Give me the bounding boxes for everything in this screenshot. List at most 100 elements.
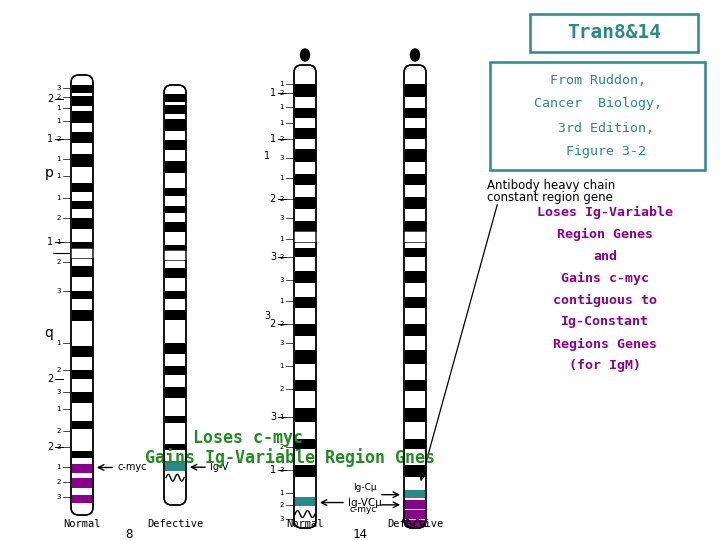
Text: 2: 2 <box>57 215 61 221</box>
Bar <box>405 500 426 509</box>
Bar <box>294 248 315 257</box>
Bar <box>71 495 92 503</box>
Text: 2: 2 <box>279 90 284 96</box>
Bar <box>164 206 186 213</box>
Text: 2: 2 <box>57 428 61 434</box>
Text: contiguous to: contiguous to <box>553 293 657 307</box>
Text: Loses Ig-Variable: Loses Ig-Variable <box>537 205 673 219</box>
Text: 1: 1 <box>56 195 61 201</box>
Text: Gains Ig-Variable Region Gnes: Gains Ig-Variable Region Gnes <box>145 449 435 468</box>
Bar <box>294 149 315 162</box>
Text: 3: 3 <box>279 516 284 522</box>
Bar <box>405 439 426 449</box>
Bar <box>71 132 92 143</box>
Text: 1: 1 <box>47 237 53 247</box>
Text: Ig-VCµ: Ig-VCµ <box>348 497 382 508</box>
Text: 2: 2 <box>47 94 53 104</box>
FancyBboxPatch shape <box>294 65 316 528</box>
Text: and: and <box>593 249 617 262</box>
Bar <box>405 271 426 282</box>
Text: Normal: Normal <box>63 519 101 529</box>
Bar <box>405 149 426 162</box>
Text: 8: 8 <box>125 528 132 540</box>
FancyBboxPatch shape <box>164 85 186 505</box>
Text: 3: 3 <box>56 444 61 450</box>
Bar <box>405 465 426 477</box>
Bar <box>163 250 186 260</box>
Text: Defective: Defective <box>147 519 203 529</box>
Bar <box>164 343 186 354</box>
Text: 2: 2 <box>270 194 276 204</box>
Text: 1: 1 <box>264 151 270 161</box>
Bar <box>405 380 426 392</box>
Text: 3: 3 <box>56 389 61 395</box>
Text: q: q <box>45 326 53 340</box>
Text: Figure 3-2: Figure 3-2 <box>549 145 646 159</box>
Bar <box>405 197 426 208</box>
FancyBboxPatch shape <box>71 75 93 515</box>
Bar <box>405 84 426 97</box>
Text: 2: 2 <box>279 502 284 508</box>
Bar <box>71 310 92 321</box>
Text: 3rd Edition,: 3rd Edition, <box>541 122 654 134</box>
Text: Ig-Constant: Ig-Constant <box>561 315 649 328</box>
Bar <box>71 291 92 299</box>
Text: 2: 2 <box>57 479 61 485</box>
Text: 2: 2 <box>270 319 276 329</box>
Bar <box>294 496 315 506</box>
Text: Antibody heavy chain: Antibody heavy chain <box>487 179 616 192</box>
Text: 2: 2 <box>57 136 61 142</box>
Bar <box>405 127 426 139</box>
Bar <box>71 370 92 379</box>
Bar <box>294 271 315 282</box>
Bar <box>405 221 426 234</box>
Text: 1: 1 <box>279 80 284 86</box>
Text: 2: 2 <box>279 136 284 142</box>
Bar <box>164 245 186 257</box>
Bar <box>71 392 92 403</box>
Bar <box>294 108 315 118</box>
Text: Loses c-myc: Loses c-myc <box>193 429 303 447</box>
Bar <box>294 465 315 477</box>
Text: 1: 1 <box>279 104 284 110</box>
Text: Ig-V: Ig-V <box>210 462 228 472</box>
Text: c-myc: c-myc <box>117 462 146 472</box>
Text: 1: 1 <box>279 490 284 496</box>
Text: 2: 2 <box>279 444 284 450</box>
Text: (for IgM): (for IgM) <box>569 360 641 373</box>
Text: 3: 3 <box>270 412 276 422</box>
Bar <box>294 380 315 392</box>
Text: 1: 1 <box>56 173 61 179</box>
Bar <box>294 325 315 336</box>
Text: 1: 1 <box>56 340 61 346</box>
Text: 3: 3 <box>279 278 284 284</box>
FancyBboxPatch shape <box>490 62 705 170</box>
Bar <box>71 266 92 278</box>
Bar <box>164 444 186 450</box>
Text: 1: 1 <box>279 414 284 420</box>
Text: Defective: Defective <box>387 519 443 529</box>
Bar <box>403 231 426 242</box>
Text: 14: 14 <box>353 528 367 540</box>
Bar <box>405 174 426 185</box>
Bar <box>405 490 426 498</box>
Bar <box>405 248 426 257</box>
Text: 2: 2 <box>57 367 61 373</box>
Text: From Ruddon,: From Ruddon, <box>549 73 646 86</box>
Text: 1: 1 <box>56 239 61 245</box>
Bar <box>405 350 426 363</box>
Bar <box>294 127 315 139</box>
Bar <box>164 416 186 423</box>
Ellipse shape <box>410 49 420 61</box>
Text: 3: 3 <box>56 494 61 500</box>
Text: Gains c-myc: Gains c-myc <box>561 272 649 285</box>
Bar <box>164 268 186 278</box>
Text: 2: 2 <box>279 196 284 202</box>
Text: Cancer  Biology,: Cancer Biology, <box>534 98 662 111</box>
Text: 1: 1 <box>56 407 61 413</box>
Bar <box>164 140 186 150</box>
Bar <box>294 84 315 97</box>
Bar <box>405 325 426 336</box>
Text: Ig-Cµ: Ig-Cµ <box>354 483 377 492</box>
Bar <box>71 451 92 458</box>
